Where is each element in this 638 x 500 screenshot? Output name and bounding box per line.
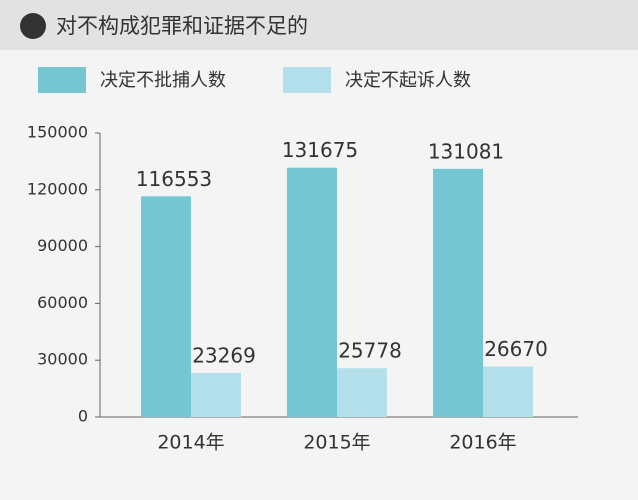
bar xyxy=(433,168,483,417)
value-label: 116553 xyxy=(136,167,212,191)
bar xyxy=(191,372,241,417)
value-label: 26670 xyxy=(484,337,548,361)
legend-swatch xyxy=(38,67,86,93)
legend-label: 决定不起诉人数 xyxy=(345,70,471,91)
y-tick-label: 150000 xyxy=(27,123,88,142)
x-tick-label: 2015年 xyxy=(303,432,370,454)
x-tick-label: 2016年 xyxy=(449,432,516,454)
value-label: 25778 xyxy=(338,339,402,363)
legend-swatch xyxy=(283,67,331,93)
y-tick-label: 120000 xyxy=(27,179,88,198)
title-bullet xyxy=(20,13,46,39)
y-tick-label: 60000 xyxy=(37,293,88,312)
value-label: 131081 xyxy=(428,139,504,163)
bar xyxy=(287,167,337,417)
bar xyxy=(337,368,387,417)
x-tick-label: 2014年 xyxy=(157,432,224,454)
value-label: 23269 xyxy=(192,343,256,367)
legend-label: 决定不批捕人数 xyxy=(100,70,226,91)
value-label: 131675 xyxy=(282,138,358,162)
y-tick-label: 30000 xyxy=(37,350,88,369)
bar xyxy=(141,196,191,417)
title-bar xyxy=(0,0,638,50)
y-tick-label: 0 xyxy=(78,407,88,426)
chart-title: 对不构成犯罪和证据不足的 xyxy=(56,14,308,38)
bar xyxy=(483,366,533,417)
y-tick-label: 90000 xyxy=(37,236,88,255)
